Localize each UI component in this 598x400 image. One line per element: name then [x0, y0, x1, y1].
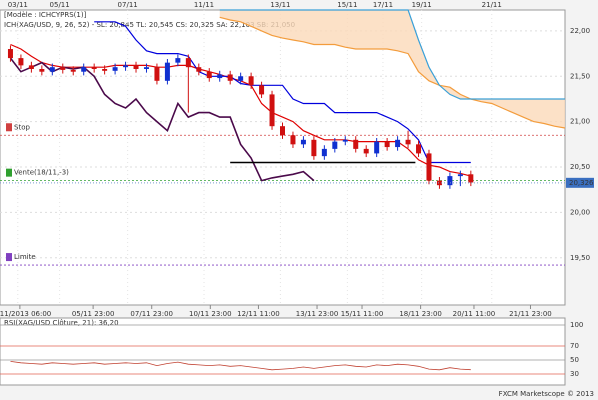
- candle-body: [185, 58, 191, 68]
- y-tick-label: 21,00: [570, 118, 590, 126]
- candle-body: [91, 67, 97, 69]
- candle-body: [363, 148, 369, 154]
- candle-body: [133, 65, 139, 69]
- candle-body: [280, 126, 285, 136]
- indicator-tick-label: 30: [570, 370, 579, 378]
- candle-body: [321, 148, 327, 157]
- header-model: [Modèle : ICHCYPRS(1)]: [4, 11, 87, 19]
- candle-body: [143, 67, 149, 69]
- kijun-line: [94, 21, 471, 164]
- candle-body: [332, 141, 338, 149]
- x-tick-label: 07/11 23:00: [130, 310, 173, 318]
- x-tick-label: 10/11 23:00: [189, 310, 232, 318]
- candle-body: [206, 71, 212, 79]
- candle-body: [447, 176, 453, 186]
- level-tag: [6, 253, 12, 262]
- x2-tick-label: 03/11: [8, 1, 28, 9]
- header-ichimoku: ICH(XAG/USD, 9, 26, 52) - SL: 20,845 TL:…: [4, 21, 295, 29]
- candle-body: [342, 139, 348, 142]
- indicator-tick-label: 70: [570, 342, 579, 350]
- level-tag: [6, 123, 12, 132]
- candle-body: [49, 67, 55, 72]
- y-tick-label: 19,50: [570, 254, 590, 262]
- x2-tick-label: 11/11: [194, 1, 214, 9]
- x-tick-label: 21/11 23:00: [509, 310, 552, 318]
- candle-body: [70, 69, 76, 72]
- x2-tick-label: 13/11: [270, 1, 290, 9]
- candle-body: [259, 85, 265, 95]
- candle-body: [7, 49, 13, 59]
- x-tick-label: 05/11 23:00: [72, 310, 115, 318]
- indicator-tick-label: 100: [570, 321, 583, 329]
- candle-body: [18, 58, 24, 66]
- candle-body: [196, 67, 202, 72]
- cloud-fill: [219, 10, 565, 128]
- candle-body: [164, 62, 170, 81]
- x2-tick-label: 17/11: [373, 1, 393, 9]
- x2-tick-label: 19/11: [412, 1, 432, 9]
- y-tick-label: 21,50: [570, 72, 590, 80]
- x-tick-label: 13/11 23:00: [296, 310, 339, 318]
- candle-body: [416, 144, 422, 154]
- candle-body: [300, 139, 306, 145]
- x-tick-label: 01/11/2013 06:00: [0, 310, 51, 318]
- level-tag: [6, 168, 12, 177]
- candle-body: [123, 65, 129, 68]
- x-tick-label: 18/11 23:00: [399, 310, 442, 318]
- candle-body: [112, 67, 118, 71]
- candle-body: [154, 67, 160, 81]
- candle-body: [384, 141, 390, 148]
- price-tag: [566, 177, 594, 188]
- senkou-a-line: [219, 16, 566, 129]
- x2-tick-label: 07/11: [118, 1, 138, 9]
- candle-body: [102, 69, 108, 71]
- price-label: 20,326: [569, 179, 594, 187]
- x-tick-label: 15/11 11:00: [341, 310, 384, 318]
- candle-body: [405, 139, 411, 145]
- y-tick-label: 20,00: [570, 208, 590, 216]
- candle-body: [60, 67, 66, 70]
- candle-body: [238, 76, 244, 81]
- level-label: Stop: [14, 123, 30, 131]
- main-panel: [0, 9, 566, 306]
- candle-body: [457, 174, 463, 177]
- x2-tick-label: 15/11: [337, 1, 357, 9]
- x-tick-label: 20/11 11:00: [453, 310, 496, 318]
- x-tick-label: 12/11 11:00: [237, 310, 280, 318]
- level-label: Limite: [14, 253, 36, 261]
- candle-body: [353, 139, 359, 149]
- senkou-b-line: [219, 9, 565, 100]
- y-tick-label: 20,50: [570, 163, 590, 171]
- footer: FXCM Marketscope © 2013: [499, 390, 594, 398]
- candle-body: [395, 139, 401, 148]
- candle-body: [436, 180, 442, 186]
- candle-body: [175, 58, 181, 63]
- candle-body: [227, 74, 233, 81]
- candle-body: [28, 65, 34, 69]
- x2-tick-label: 21/11: [482, 1, 502, 9]
- y-tick-label: 22,00: [570, 27, 590, 35]
- indicator-panel: [0, 317, 566, 386]
- level-label: Vente(18/11,-3): [14, 169, 69, 177]
- indicator-tick-label: 50: [570, 356, 579, 364]
- candle-body: [269, 94, 275, 127]
- candle-body: [81, 67, 87, 72]
- indicator-title: RSI(XAG/USD Clôture, 21): 36,20: [4, 319, 119, 327]
- candle-body: [468, 174, 474, 183]
- candle-body: [39, 69, 45, 72]
- candle-body: [217, 74, 223, 79]
- candle-body: [290, 135, 296, 145]
- candle-body: [374, 141, 380, 154]
- candle-body: [426, 153, 432, 181]
- candle-body: [248, 76, 254, 86]
- x2-tick-label: 05/11: [50, 1, 70, 9]
- candle-body: [311, 139, 317, 157]
- indicator-line: [10, 361, 471, 371]
